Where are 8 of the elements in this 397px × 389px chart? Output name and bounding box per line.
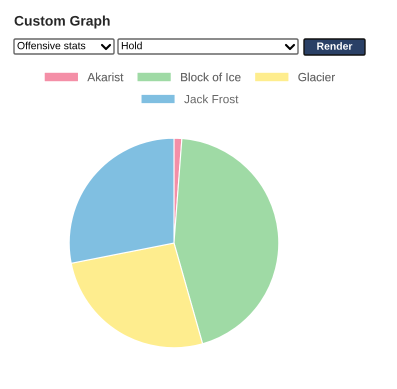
legend-label: Block of Ice (181, 72, 241, 82)
text: Render (317, 42, 352, 50)
legend-label: Glacier (298, 72, 335, 82)
legend-label: Akarist (87, 72, 124, 82)
legend-label: Jack Frost (184, 94, 238, 104)
text: Hold (122, 42, 142, 50)
chart-title: Custom Graph (14, 16, 110, 28)
text: Offensive stats (17, 42, 86, 50)
